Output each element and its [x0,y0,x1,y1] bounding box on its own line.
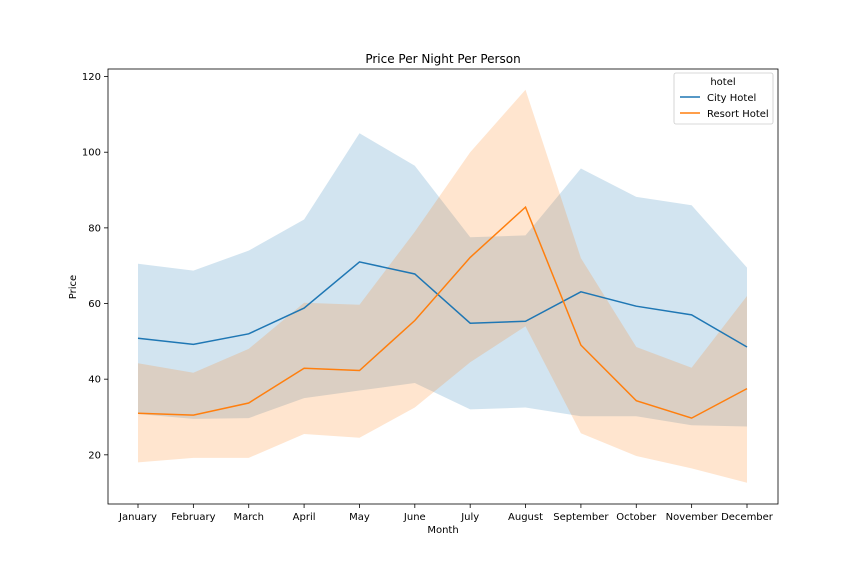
y-axis: 20 40 60 80 100 120 [82,72,108,461]
series-line-resort-hotel [137,205,748,419]
x-tick-label: February [171,512,215,523]
y-tick-label: 40 [88,375,101,386]
x-axis: January February March April May June July Augu… [118,504,774,523]
x-tick-label: November [666,512,719,523]
chart-title: Price Per Night Per Person [365,52,520,66]
x-tick-label: July [460,512,479,523]
y-tick-label: 20 [88,450,101,461]
legend-box [673,72,774,125]
x-tick-label: March [233,512,263,523]
x-tick-label: May [349,512,370,523]
legend-title: hotel [710,77,735,88]
x-tick-label: January [118,512,157,523]
y-tick-label: 100 [82,148,101,159]
x-tick-label: December [721,512,774,523]
x-tick-label: April [293,512,316,523]
y-axis-label: Price [68,275,79,299]
x-tick-label: August [508,512,543,523]
plot-frame [107,68,779,505]
legend: hotel City Hotel Resort Hotel [673,72,774,125]
legend-entry-resort-hotel: Resort Hotel [707,109,769,120]
x-axis-label: Month [427,525,458,536]
series-lines [137,205,748,419]
y-tick-label: 120 [82,72,101,83]
y-tick-label: 80 [88,223,101,234]
ci-band-resort-hotel [138,89,747,483]
legend-entry-city-hotel: City Hotel [707,93,756,104]
x-tick-label: October [616,512,657,523]
x-tick-label: September [553,512,609,523]
confidence-bands [138,89,747,483]
series-line-city-hotel [137,261,748,348]
x-tick-label: June [403,512,426,523]
ci-band-city-hotel [138,133,747,427]
y-tick-label: 60 [88,299,101,310]
